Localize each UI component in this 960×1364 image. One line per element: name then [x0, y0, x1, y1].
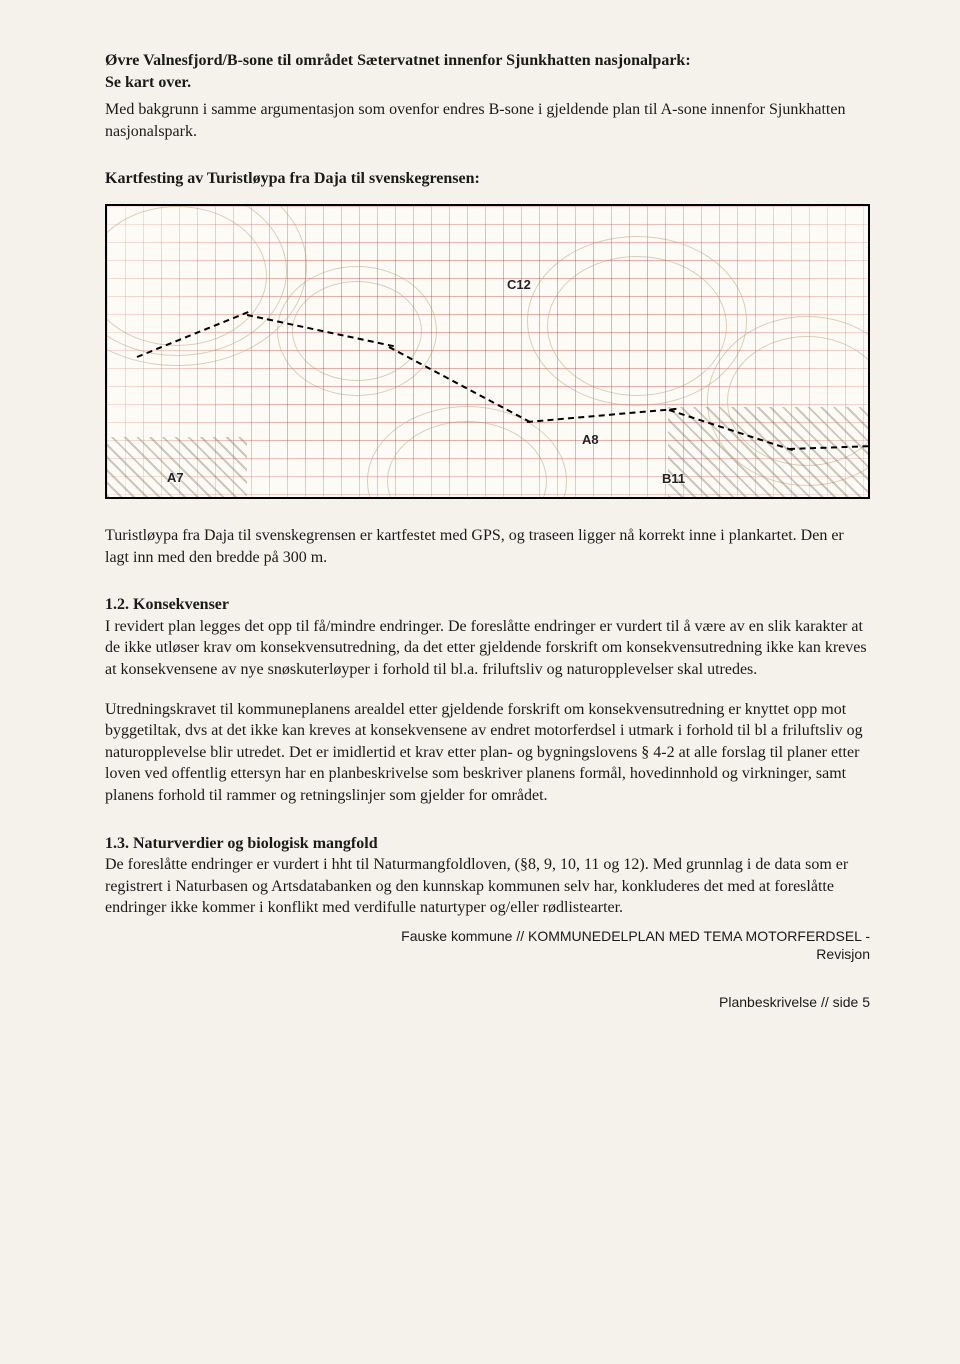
- footer-doc-title: Fauske kommune // KOMMUNEDELPLAN MED TEM…: [105, 927, 870, 963]
- heading-kartfesting: Kartfesting av Turistløypa fra Daja til …: [105, 168, 870, 190]
- map-figure: C12 A8 A7 B11: [105, 204, 870, 499]
- section-1-2-p2: Utredningskravet til kommuneplanens area…: [105, 699, 870, 807]
- map-label-a7: A7: [167, 469, 184, 487]
- contour: [547, 256, 727, 396]
- map-label-c12: C12: [507, 276, 531, 294]
- map-label-b11: B11: [662, 470, 685, 488]
- section-1-3-p1: De foreslåtte endringer er vurdert i hht…: [105, 854, 870, 919]
- footer-line2: Revisjon: [816, 946, 870, 962]
- map-inner: C12 A8 A7 B11: [107, 206, 868, 497]
- section-1-2-p1: I revidert plan legges det opp til få/mi…: [105, 616, 870, 681]
- heading-line1: Øvre Valnesfjord/B-sone til området Sæte…: [105, 52, 691, 69]
- heading-ovre-valnesfjord: Øvre Valnesfjord/B-sone til området Sæte…: [105, 50, 870, 93]
- footer-page-number: Planbeskrivelse // side 5: [105, 993, 870, 1012]
- contour: [292, 281, 422, 381]
- section-1-2: 1.2. Konsekvenser I revidert plan legges…: [105, 594, 870, 806]
- hatch-zone: [107, 437, 247, 497]
- map-label-a8: A8: [582, 431, 599, 449]
- section-1-2-title: 1.2. Konsekvenser: [105, 594, 870, 616]
- para-bakgrunn: Med bakgrunn i samme argumentasjon som o…: [105, 99, 870, 142]
- section-1-3: 1.3. Naturverdier og biologisk mangfold …: [105, 833, 870, 919]
- footer-line1: Fauske kommune // KOMMUNEDELPLAN MED TEM…: [401, 928, 870, 944]
- heading-line2: Se kart over.: [105, 74, 191, 91]
- para-turistloypa: Turistløypa fra Daja til svenskegrensen …: [105, 525, 870, 568]
- section-1-3-title: 1.3. Naturverdier og biologisk mangfold: [105, 833, 870, 855]
